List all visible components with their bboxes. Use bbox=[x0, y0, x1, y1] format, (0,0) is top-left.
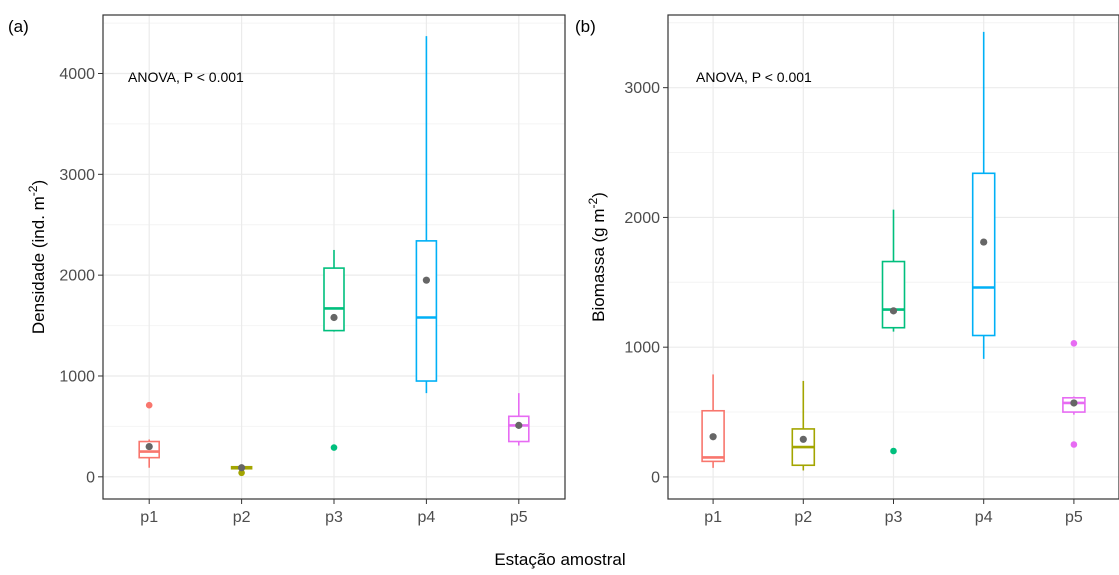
y-tick-label: 1000 bbox=[624, 340, 660, 357]
y-tick-label: 2000 bbox=[59, 268, 95, 285]
mean-point bbox=[238, 464, 246, 472]
x-tick-label: p2 bbox=[794, 509, 812, 526]
y-tick-label: 4000 bbox=[59, 66, 95, 83]
outlier-point bbox=[890, 447, 897, 455]
box-p3 bbox=[881, 260, 906, 329]
y-tick-label: 0 bbox=[651, 469, 660, 486]
panel-border bbox=[102, 14, 566, 500]
outlier-point bbox=[238, 469, 245, 477]
y-tick-label: 3000 bbox=[59, 167, 95, 184]
panel-b: 0 1000 2000 3000 p1 p2 p3 p4 p5 (b) ANOVA, P < 0.0… bbox=[575, 14, 1119, 526]
box-p3 bbox=[323, 267, 345, 332]
mean-point bbox=[1070, 399, 1078, 407]
y-tick-label: 1000 bbox=[59, 368, 95, 385]
x-tick-label: p4 bbox=[418, 509, 436, 526]
outlier-point bbox=[1070, 339, 1078, 347]
mean-point bbox=[889, 307, 898, 315]
anova-annotation: ANOVA, P < 0.001 bbox=[696, 69, 812, 85]
x-tick-label: p3 bbox=[325, 509, 343, 526]
panel-border bbox=[667, 14, 1119, 500]
x-tick-label: p4 bbox=[975, 509, 993, 526]
x-tick-label: p5 bbox=[1065, 509, 1083, 526]
anova-annotation: ANOVA, P < 0.001 bbox=[128, 69, 244, 85]
y-axis-title: Biomassa (g m-2) bbox=[586, 192, 608, 322]
box-p4 bbox=[971, 172, 996, 337]
x-tick-label: p1 bbox=[140, 509, 158, 526]
outlier-point bbox=[1070, 441, 1078, 448]
mean-point bbox=[145, 442, 153, 451]
x-tick-label: p1 bbox=[704, 509, 722, 526]
mean-point bbox=[515, 421, 523, 429]
outlier-point bbox=[330, 444, 338, 451]
mean-point bbox=[422, 276, 430, 284]
panel-tag: (b) bbox=[575, 17, 596, 36]
panel-a: 0 1000 2000 3000 4000 p1 p2 p3 p4 p5 (a) ANOVA, P <… bbox=[8, 14, 566, 526]
panel-tag: (a) bbox=[8, 17, 29, 36]
y-tick-label: 2000 bbox=[624, 210, 660, 227]
mean-point bbox=[980, 238, 988, 246]
mean-point bbox=[330, 313, 338, 322]
x-tick-label: p2 bbox=[233, 509, 251, 526]
x-axis-title: Estação amostral bbox=[494, 550, 625, 569]
y-tick-label: 0 bbox=[86, 469, 95, 486]
mean-point bbox=[799, 435, 807, 443]
box-p4 bbox=[415, 240, 438, 382]
x-tick-label: p3 bbox=[885, 509, 903, 526]
y-tick-label: 3000 bbox=[624, 80, 660, 97]
outlier-point bbox=[145, 401, 153, 409]
x-tick-label: p5 bbox=[510, 509, 528, 526]
mean-point bbox=[709, 433, 717, 441]
y-axis-title: Densidade (ind. m-2) bbox=[26, 180, 48, 334]
